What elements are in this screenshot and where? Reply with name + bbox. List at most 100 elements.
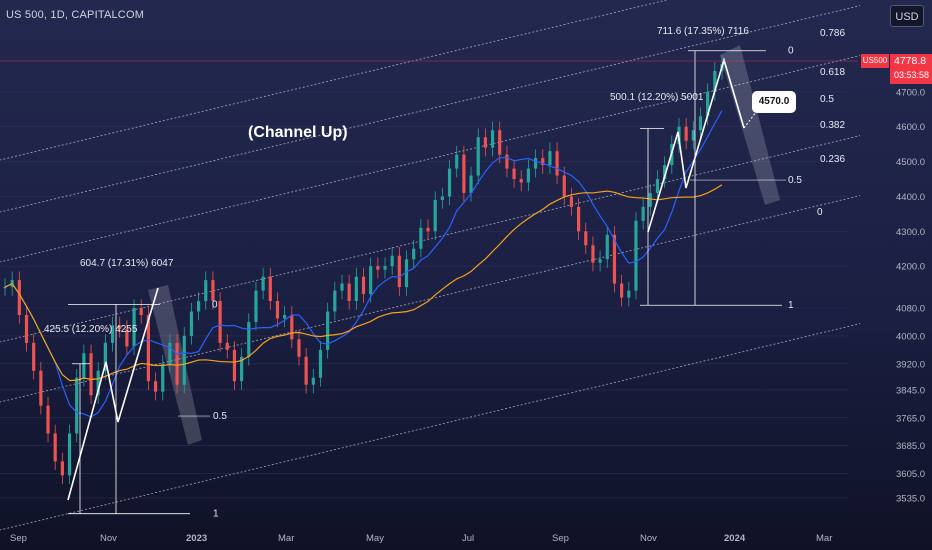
time-tick-label: Jul	[462, 533, 474, 544]
channel-fib-label: 0.5	[820, 94, 834, 105]
projection-shapes	[148, 45, 780, 445]
candle-body	[476, 137, 480, 176]
candle-body	[663, 165, 667, 180]
candle-body	[655, 179, 660, 193]
last-price-value: 4778.8	[894, 55, 927, 67]
currency-button[interactable]: USD	[890, 5, 924, 27]
candle-body	[204, 280, 208, 302]
price-tick-label: 4300.0	[896, 227, 925, 238]
bar-countdown: 03:53:58	[894, 70, 930, 80]
channel-fib-label: 0.618	[820, 67, 845, 78]
candle-body	[376, 266, 380, 270]
channel-fib-label: 0.786	[820, 28, 845, 39]
candle-body	[153, 381, 158, 392]
moving-averages	[4, 110, 723, 418]
drawings-layer: 0 0.5 1 425.5 (12.20%) 4255 604.7 (17.31%) 6…	[0, 26, 858, 520]
candle-body	[691, 130, 695, 141]
candle-body	[390, 255, 394, 267]
candle-body	[304, 356, 308, 385]
price-tick-label: 4080.0	[896, 304, 925, 315]
candle-body	[53, 433, 57, 462]
candle-body	[648, 192, 652, 207]
candle-body	[455, 154, 459, 169]
candle-body	[333, 290, 337, 312]
candle-body	[347, 283, 351, 302]
candle-body	[318, 349, 323, 378]
symbol-price-badge: US500	[861, 54, 889, 68]
time-tick-label: 2024	[724, 533, 746, 544]
channel-line	[0, 55, 861, 263]
channel-line	[0, 0, 669, 161]
candle-body	[225, 342, 229, 350]
candle-body	[326, 311, 330, 350]
channel-line	[0, 135, 861, 343]
candle-body	[168, 342, 172, 364]
candle-body	[39, 370, 43, 406]
measure-1-upper-label: 604.7 (17.31%) 6047	[80, 258, 174, 269]
price-tick-label: 3845.0	[896, 385, 925, 396]
candle-body	[634, 220, 638, 291]
candle-body	[577, 206, 581, 232]
price-tick-label: 4500.0	[896, 157, 925, 168]
candle-body	[82, 353, 86, 378]
candle-body	[24, 314, 29, 343]
last-price-tag: 4778.8 03:53:58	[890, 54, 932, 84]
fib1-label: 1	[213, 509, 219, 520]
candle-body	[232, 349, 237, 382]
fib1-label: 0	[212, 300, 218, 311]
candle-body	[555, 151, 559, 176]
ma-200-line	[4, 184, 723, 382]
candle-body	[247, 321, 251, 357]
candle-body	[196, 301, 201, 312]
price-tick-label: 4000.0	[896, 331, 925, 342]
candle-body	[311, 377, 315, 385]
candle-body	[60, 461, 64, 476]
candle-body	[340, 283, 344, 291]
candle-body	[146, 314, 150, 382]
candle-body	[620, 283, 624, 298]
candle-body	[132, 308, 136, 347]
candle-body	[96, 370, 100, 396]
fib2-label: 1	[788, 300, 794, 311]
channel-line	[0, 5, 861, 213]
time-tick-label: Sep	[552, 533, 569, 544]
candle-body	[110, 325, 115, 343]
candle-body	[569, 196, 574, 207]
candle-body	[404, 259, 409, 288]
candle-body	[254, 290, 258, 322]
price-tick-label: 3685.0	[896, 441, 925, 452]
axes[interactable]: 4700.0 4600.0 4500.0 4400.0 4300.0 4200.0 4080…	[10, 87, 925, 544]
candle-body	[469, 175, 473, 193]
candle-body	[275, 301, 280, 319]
price-tick-label: 4700.0	[896, 87, 925, 98]
candle-body	[447, 168, 452, 197]
candle-body	[175, 342, 179, 385]
channel-fib-label: 0.382	[820, 120, 845, 131]
time-tick-label: May	[366, 533, 384, 544]
price-tick-label: 3605.0	[896, 469, 925, 480]
candle-body	[161, 363, 165, 392]
time-tick-label: Mar	[278, 533, 294, 544]
zigzag-2	[647, 57, 745, 233]
symbol-title[interactable]: US 500, 1D, CAPITALCOM	[6, 9, 145, 21]
measure-2-lower-label: 500.1 (12.20%) 5001	[610, 92, 704, 103]
candle-body	[526, 168, 531, 183]
candle-body	[490, 130, 495, 148]
candle-body	[519, 179, 523, 183]
candlesticks	[3, 55, 724, 485]
candle-body	[440, 196, 444, 200]
price-tick-label: 3920.0	[896, 359, 925, 370]
candle-body	[698, 116, 703, 131]
candle-body	[283, 314, 287, 319]
measure-1-lower-label: 425.5 (12.20%) 4255	[44, 324, 138, 335]
candle-body	[211, 280, 215, 302]
fib1-label: 0.5	[213, 411, 227, 422]
candle-body	[433, 199, 437, 232]
candle-body	[627, 290, 631, 298]
time-tick-label: Nov	[640, 533, 657, 544]
candle-body	[641, 206, 645, 221]
channel-fib-label: 0.236	[820, 154, 845, 165]
price-tick-label: 4200.0	[896, 262, 925, 273]
candle-body	[541, 158, 545, 166]
